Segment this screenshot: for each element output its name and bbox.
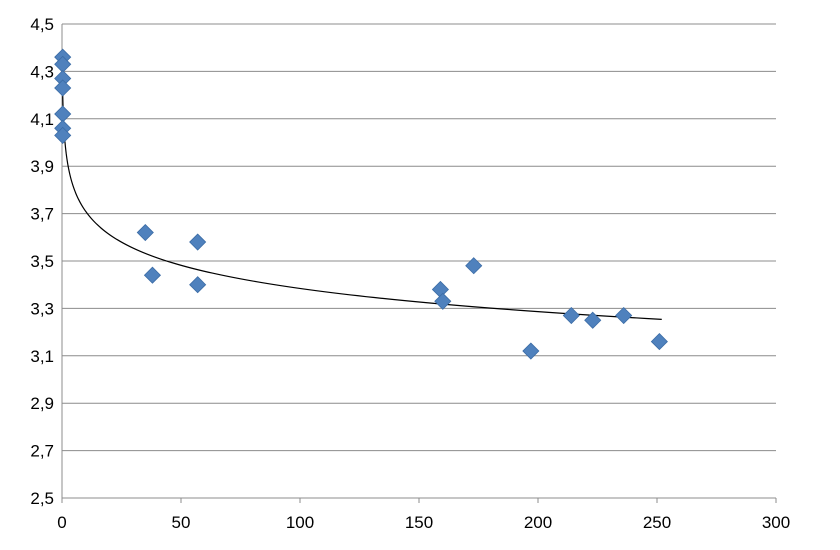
y-tick-label: 3,5 [30,252,54,271]
x-tick-label: 150 [405,513,433,532]
data-point [54,126,72,144]
data-point [189,233,207,251]
y-tick-label: 3,7 [30,205,54,224]
axes [61,24,777,503]
y-tick-label: 2,5 [30,489,54,508]
x-tick-label: 0 [57,513,66,532]
trendline [61,57,662,320]
data-point [54,105,72,123]
trendline-group [61,57,662,320]
y-tick-label: 4,5 [30,15,54,34]
data-point [434,292,452,310]
data-point [465,257,483,275]
y-tick-label: 4,3 [30,62,54,81]
x-tick-label: 250 [643,513,671,532]
data-point [189,276,207,294]
data-point [54,79,72,97]
x-tick-label: 50 [172,513,191,532]
y-tick-label: 4,1 [30,110,54,129]
data-point [431,280,449,299]
y-tick-label: 3,1 [30,347,54,366]
x-tick-label: 300 [762,513,790,532]
x-tick-label: 200 [524,513,552,532]
x-tick-label: 100 [286,513,314,532]
data-point [584,311,602,329]
gridlines [62,23,776,499]
y-tick-label: 3,3 [30,299,54,318]
data-point [136,223,154,242]
y-tick-label: 2,9 [30,394,54,413]
data-point [615,306,633,325]
data-point [562,306,580,325]
y-tick-label: 3,9 [30,157,54,176]
data-point [650,333,668,351]
y-tick-label: 2,7 [30,442,54,461]
tick-labels: 2,5 2,7 2,9 3,1 3,3 3,5 3,7 3,9 4,1 4,3 4,5 0 50 100 1… [30,15,790,532]
data-points [54,48,668,360]
data-point [143,266,162,284]
data-point [522,342,540,360]
